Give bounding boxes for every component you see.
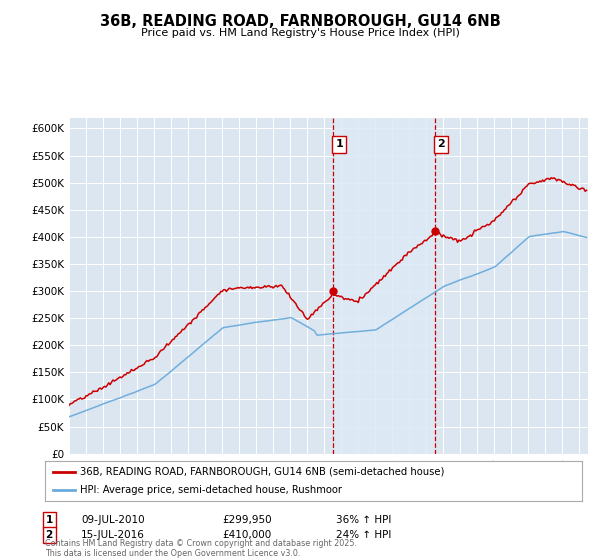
Text: 36% ↑ HPI: 36% ↑ HPI <box>336 515 391 525</box>
Text: HPI: Average price, semi-detached house, Rushmoor: HPI: Average price, semi-detached house,… <box>80 486 342 495</box>
Text: 09-JUL-2010: 09-JUL-2010 <box>81 515 145 525</box>
Text: 1: 1 <box>335 139 343 150</box>
Text: 2: 2 <box>437 139 445 150</box>
Text: £410,000: £410,000 <box>222 530 271 540</box>
Text: 15-JUL-2016: 15-JUL-2016 <box>81 530 145 540</box>
Text: 2: 2 <box>46 530 53 540</box>
Bar <box>333 118 435 454</box>
Text: £299,950: £299,950 <box>222 515 272 525</box>
Text: 36B, READING ROAD, FARNBOROUGH, GU14 6NB: 36B, READING ROAD, FARNBOROUGH, GU14 6NB <box>100 14 500 29</box>
Text: 36B, READING ROAD, FARNBOROUGH, GU14 6NB (semi-detached house): 36B, READING ROAD, FARNBOROUGH, GU14 6NB… <box>80 467 444 477</box>
Text: Price paid vs. HM Land Registry's House Price Index (HPI): Price paid vs. HM Land Registry's House … <box>140 28 460 38</box>
Text: Contains HM Land Registry data © Crown copyright and database right 2025.
This d: Contains HM Land Registry data © Crown c… <box>45 539 357 558</box>
Text: 1: 1 <box>46 515 53 525</box>
Text: 24% ↑ HPI: 24% ↑ HPI <box>336 530 391 540</box>
